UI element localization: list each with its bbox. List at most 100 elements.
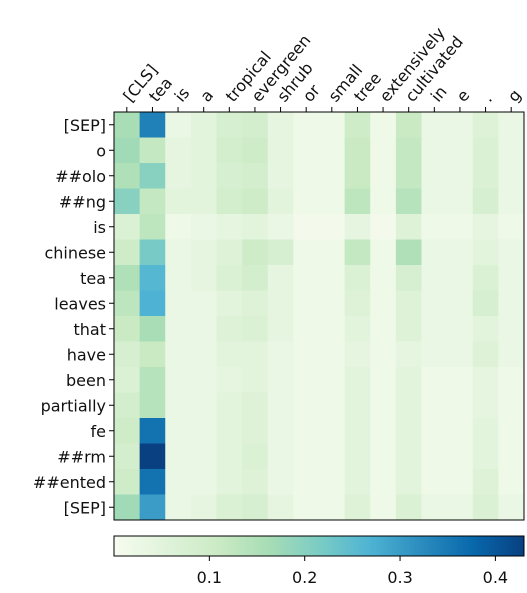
heatmap-cell-13-8 <box>319 443 346 470</box>
heatmap-cell-2-14 <box>472 163 499 189</box>
heatmap-cell-8-13 <box>447 316 474 342</box>
heatmap-cell-8-9 <box>344 316 371 342</box>
heatmap-cell-5-8 <box>319 239 346 266</box>
heatmap-cell-2-4 <box>216 163 243 189</box>
heatmap-cell-15-10 <box>370 494 397 521</box>
colorbar-tick-label: 0.2 <box>292 568 317 587</box>
heatmap-cell-7-13 <box>447 290 474 317</box>
heatmap-cell-0-2 <box>165 112 192 138</box>
heatmap-cell-1-4 <box>216 137 243 164</box>
heatmap-cell-15-6 <box>267 494 294 521</box>
y-tick-label: ##ented <box>33 473 106 492</box>
y-tick-label: ##rm <box>57 447 106 466</box>
heatmap-cell-6-9 <box>344 265 371 291</box>
heatmap-cell-14-13 <box>447 469 474 495</box>
heatmap-cell-6-2 <box>165 265 192 291</box>
heatmap-cell-7-12 <box>421 290 448 317</box>
heatmap-cell-3-13 <box>447 188 474 215</box>
heatmap-cell-1-1 <box>139 137 166 164</box>
heatmap-cell-3-5 <box>242 188 269 215</box>
heatmap-cell-10-11 <box>395 367 422 393</box>
heatmap-cell-8-1 <box>139 316 166 342</box>
y-tick-label: [SEP] <box>64 116 106 135</box>
y-tick-label: that <box>74 320 107 339</box>
x-tick-label: . <box>478 89 496 105</box>
heatmap-cell-9-1 <box>139 341 166 368</box>
heatmap-cell-12-3 <box>190 418 217 444</box>
heatmap-cell-4-8 <box>319 214 346 240</box>
heatmap-cell-1-15 <box>498 137 525 164</box>
heatmap-cell-10-5 <box>242 367 269 393</box>
heatmap-cell-2-7 <box>293 163 320 189</box>
heatmap-cell-14-5 <box>242 469 269 495</box>
heatmap-cell-11-9 <box>344 392 371 419</box>
heatmap-cell-8-12 <box>421 316 448 342</box>
heatmap-cell-10-13 <box>447 367 474 393</box>
heatmap-cell-7-3 <box>190 290 217 317</box>
heatmap-cell-15-11 <box>395 494 422 521</box>
heatmap-cell-5-2 <box>165 239 192 266</box>
heatmap-cell-10-10 <box>370 367 397 393</box>
heatmap-cell-14-2 <box>165 469 192 495</box>
heatmap-cell-8-14 <box>472 316 499 342</box>
y-tick-label: have <box>67 345 106 364</box>
heatmap-cell-5-0 <box>114 239 141 266</box>
heatmap-cell-9-6 <box>267 341 294 368</box>
heatmap-cell-6-10 <box>370 265 397 291</box>
heatmap-cell-7-15 <box>498 290 525 317</box>
heatmap-cell-14-6 <box>267 469 294 495</box>
heatmap-cell-9-15 <box>498 341 525 368</box>
heatmap-cell-13-5 <box>242 443 269 470</box>
heatmap-cell-4-11 <box>395 214 422 240</box>
heatmap-cell-6-0 <box>114 265 141 291</box>
heatmap-cell-9-9 <box>344 341 371 368</box>
heatmap-cell-12-2 <box>165 418 192 444</box>
heatmap-cell-11-11 <box>395 392 422 419</box>
heatmap-cell-13-3 <box>190 443 217 470</box>
heatmap-cell-2-13 <box>447 163 474 189</box>
heatmap-cell-10-3 <box>190 367 217 393</box>
heatmap-cell-8-8 <box>319 316 346 342</box>
heatmap-cells <box>114 112 525 521</box>
heatmap-cell-0-8 <box>319 112 346 138</box>
heatmap-cell-5-11 <box>395 239 422 266</box>
heatmap-cell-13-0 <box>114 443 141 470</box>
x-tick-label: a <box>196 86 217 106</box>
heatmap-cell-1-13 <box>447 137 474 164</box>
heatmap-cell-7-6 <box>267 290 294 317</box>
heatmap-cell-12-5 <box>242 418 269 444</box>
heatmap-cell-0-13 <box>447 112 474 138</box>
heatmap-cell-5-10 <box>370 239 397 266</box>
heatmap-cell-11-8 <box>319 392 346 419</box>
heatmap-cell-7-0 <box>114 290 141 317</box>
heatmap-cell-0-14 <box>472 112 499 138</box>
heatmap-cell-6-6 <box>267 265 294 291</box>
heatmap-cell-0-1 <box>139 112 166 138</box>
heatmap-cell-15-0 <box>114 494 141 521</box>
heatmap-cell-3-1 <box>139 188 166 215</box>
heatmap-cell-5-4 <box>216 239 243 266</box>
heatmap-cell-14-12 <box>421 469 448 495</box>
heatmap-cell-15-4 <box>216 494 243 521</box>
heatmap-cell-1-14 <box>472 137 499 164</box>
heatmap-cell-3-6 <box>267 188 294 215</box>
heatmap-cell-3-2 <box>165 188 192 215</box>
heatmap-cell-6-15 <box>498 265 525 291</box>
heatmap-cell-12-9 <box>344 418 371 444</box>
heatmap-cell-13-7 <box>293 443 320 470</box>
heatmap-cell-12-4 <box>216 418 243 444</box>
heatmap-cell-10-12 <box>421 367 448 393</box>
x-tick-label: g <box>504 86 525 106</box>
heatmap-cell-3-4 <box>216 188 243 215</box>
heatmap-cell-10-2 <box>165 367 192 393</box>
heatmap-cell-6-13 <box>447 265 474 291</box>
heatmap-cell-8-15 <box>498 316 525 342</box>
heatmap-cell-12-12 <box>421 418 448 444</box>
heatmap-cell-14-10 <box>370 469 397 495</box>
heatmap-cell-0-6 <box>267 112 294 138</box>
heatmap-cell-15-15 <box>498 494 525 521</box>
y-tick-label: is <box>93 218 106 237</box>
heatmap-cell-11-13 <box>447 392 474 419</box>
heatmap-cell-7-8 <box>319 290 346 317</box>
